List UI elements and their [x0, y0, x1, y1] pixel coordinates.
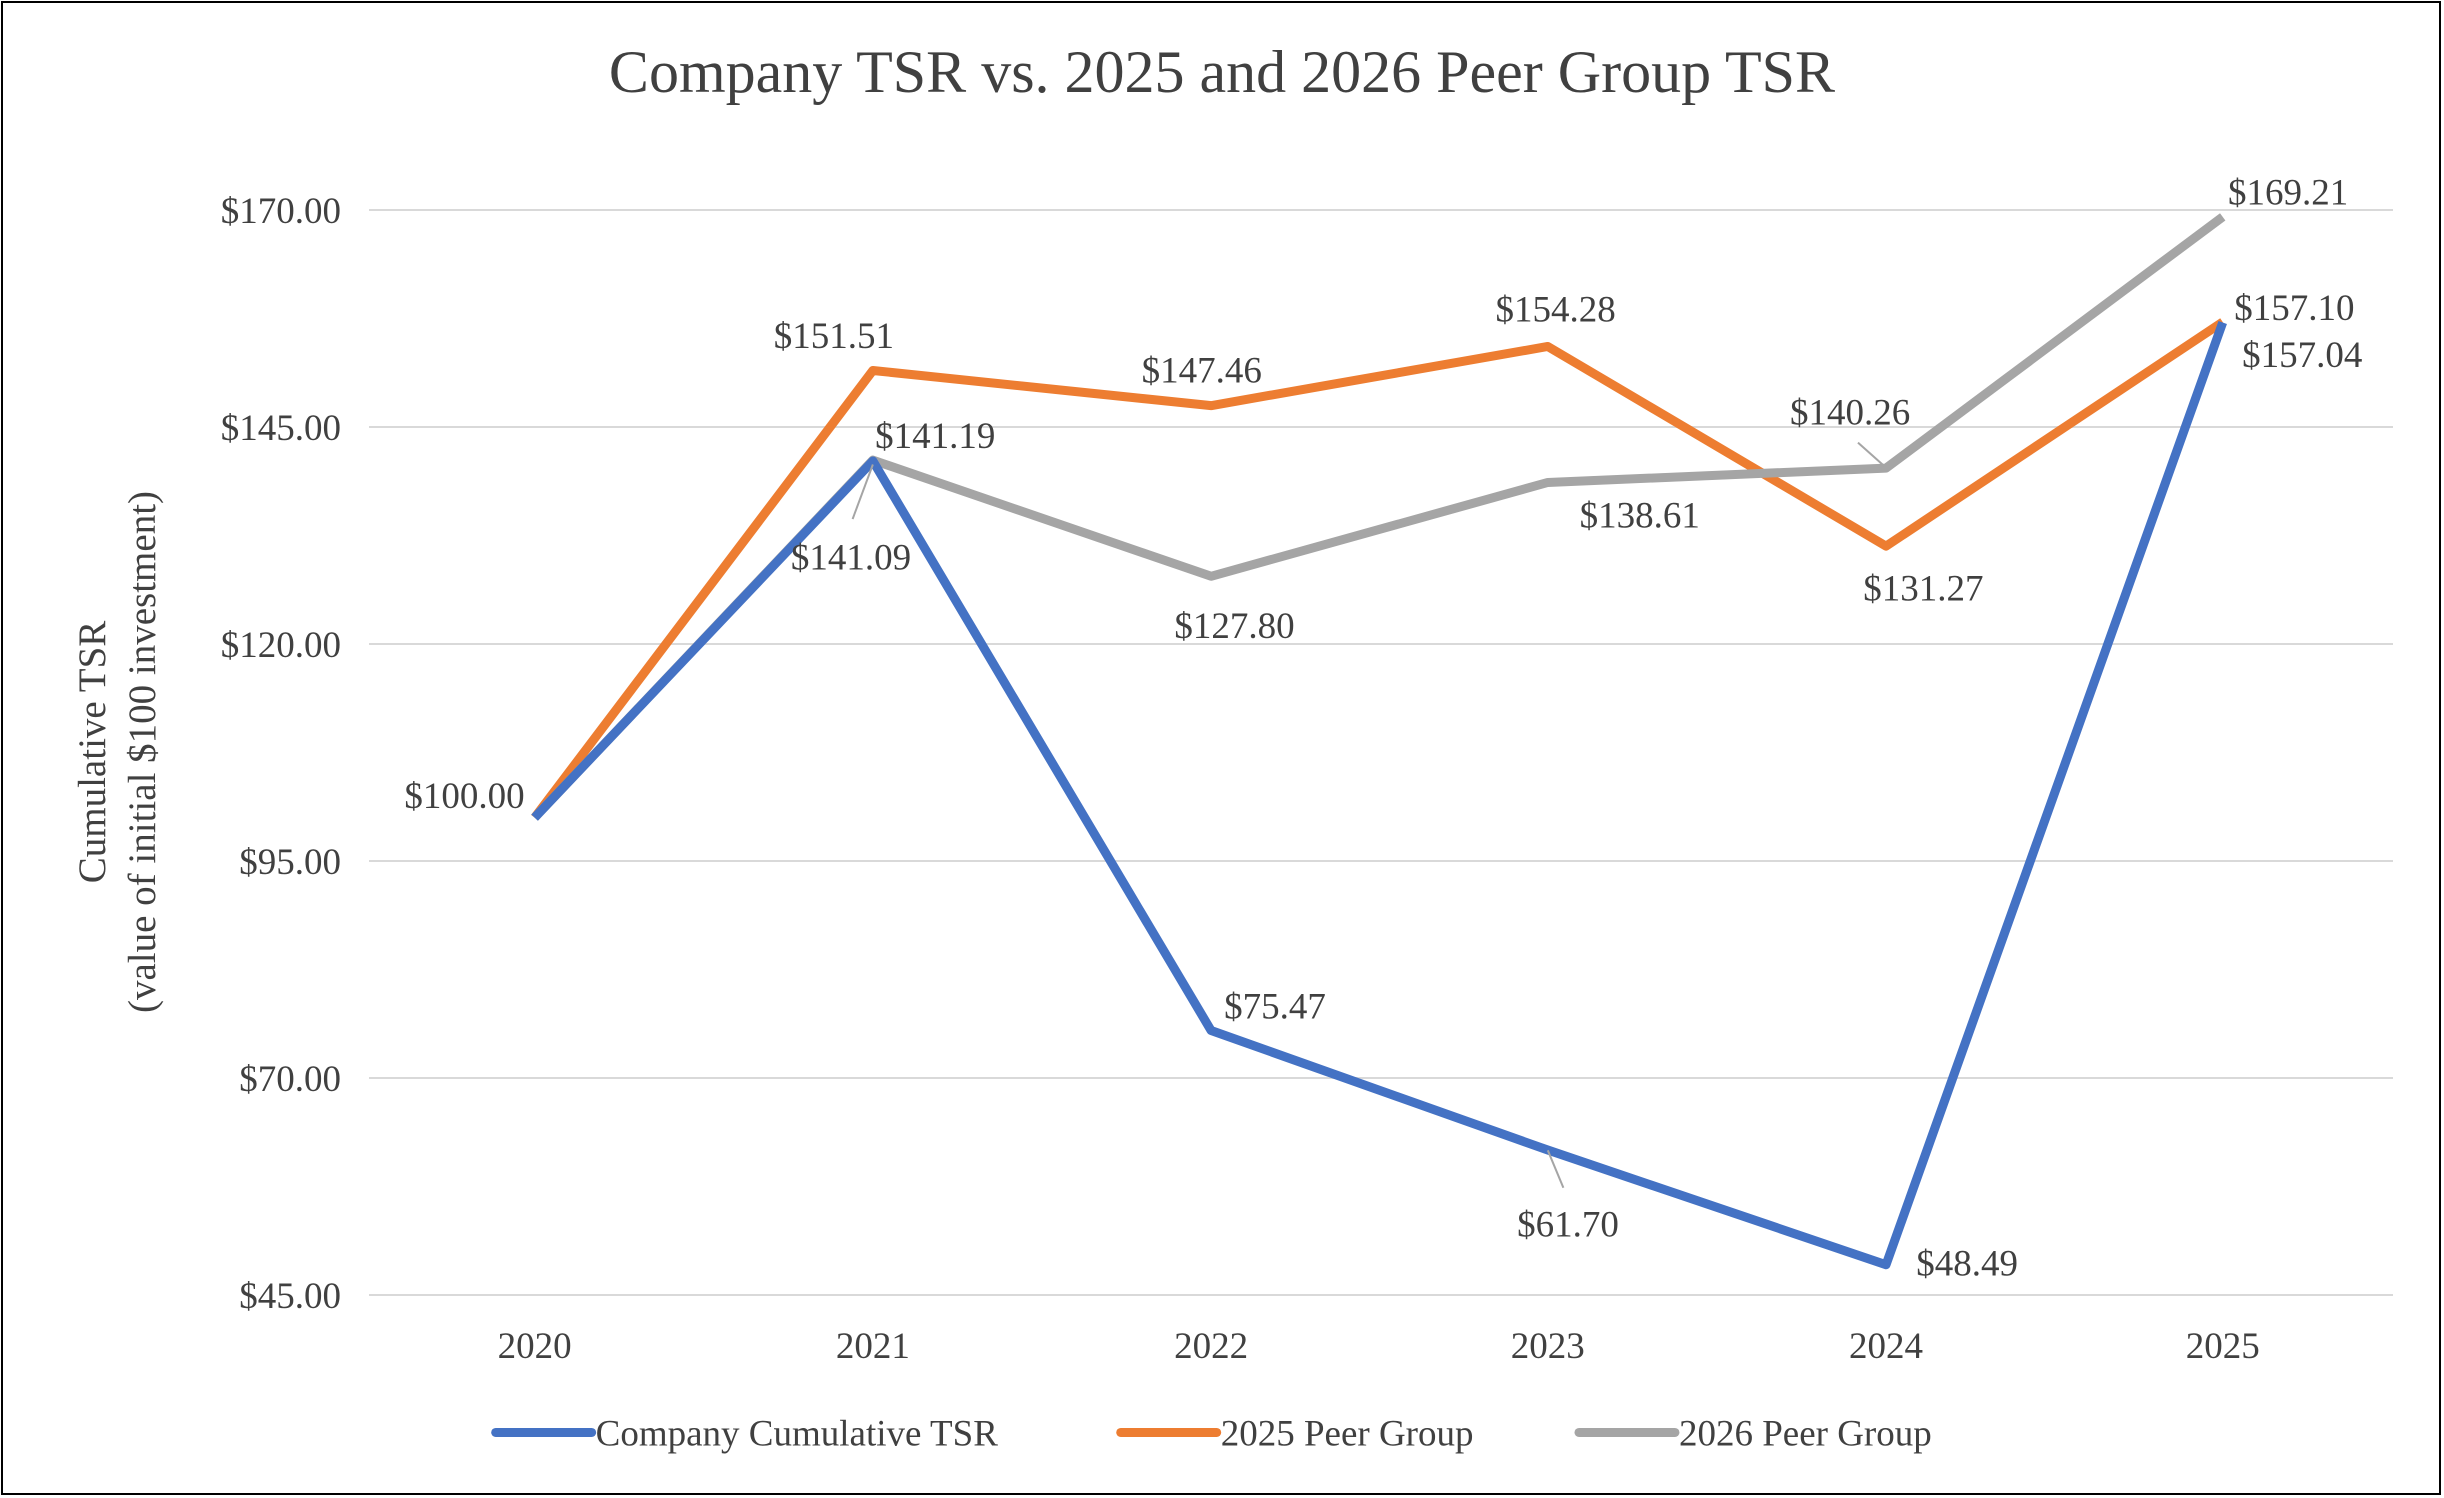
series-line-1: [531, 320, 2227, 1270]
data-label: $154.28: [1495, 290, 1615, 331]
data-label: $75.47: [1224, 986, 1326, 1027]
data-label: $141.19: [875, 416, 995, 457]
y-tick-label: $95.00: [239, 842, 341, 883]
data-label: $140.26: [1790, 392, 1910, 433]
data-label: $127.80: [1174, 606, 1294, 647]
data-label: $138.61: [1580, 495, 1700, 536]
data-label: $48.49: [1916, 1244, 2018, 1285]
data-label: $131.27: [1863, 569, 1983, 610]
y-tick-label: $145.00: [221, 408, 341, 449]
series-line-2: [531, 318, 2226, 821]
data-label: $169.21: [2228, 173, 2348, 214]
data-label: $157.10: [2234, 288, 2354, 329]
y-axis-label-line-2: (value of initial $100 investment): [121, 491, 164, 1013]
x-tick-label: 2021: [836, 1326, 910, 1367]
data-label: $151.51: [774, 316, 894, 357]
legend-label-2: 2025 Peer Group: [1221, 1413, 1474, 1454]
y-tick-label: $70.00: [239, 1059, 341, 1100]
data-label: $157.04: [2242, 335, 2362, 376]
data-label: $100.00: [404, 776, 524, 817]
x-tick-label: 2024: [1849, 1326, 1923, 1367]
y-axis-label-line-1: Cumulative TSR: [71, 621, 114, 884]
x-tick-label: 2022: [1174, 1326, 1248, 1367]
x-tick-label: 2023: [1511, 1326, 1585, 1367]
legend-label-1: Company Cumulative TSR: [596, 1413, 999, 1454]
y-tick-label: $170.00: [221, 191, 341, 232]
leader-line: [1546, 1149, 1565, 1189]
x-tick-label: 2025: [2186, 1326, 2260, 1367]
data-label: $147.46: [1142, 350, 1262, 391]
chart-title: Company TSR vs. 2025 and 2026 Peer Group…: [609, 39, 1835, 105]
y-tick-label: $45.00: [239, 1276, 341, 1317]
data-label: $141.09: [791, 537, 911, 578]
series-line-3: [531, 213, 2226, 821]
y-axis-label: Cumulative TSR (value of initial $100 in…: [71, 491, 164, 1013]
data-label: $61.70: [1517, 1205, 1619, 1246]
legend-label-3: 2026 Peer Group: [1679, 1413, 1932, 1454]
leader-line: [1857, 441, 1887, 469]
x-tick-label: 2020: [498, 1326, 572, 1367]
y-tick-label: $120.00: [221, 625, 341, 666]
leader-line: [851, 464, 874, 520]
